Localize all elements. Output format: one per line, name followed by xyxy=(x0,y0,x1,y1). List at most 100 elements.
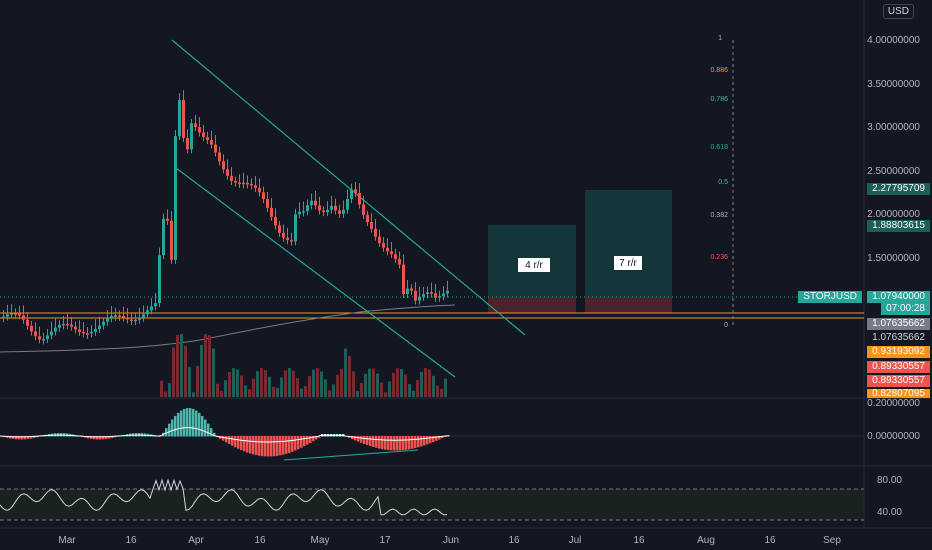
macd-divergence-line[interactable] xyxy=(283,449,419,461)
candle-body xyxy=(218,152,221,162)
volume-bar xyxy=(176,334,179,397)
price-axis-label: 2.00000000 xyxy=(867,209,920,220)
candle-body xyxy=(2,316,5,319)
candle-body xyxy=(366,214,369,222)
fib-label-0786: 0.786 xyxy=(710,96,728,103)
candle-body xyxy=(138,317,141,320)
volume-bar xyxy=(364,373,367,397)
candle-body xyxy=(238,182,241,185)
candle-body xyxy=(10,313,13,315)
volume-bar xyxy=(320,371,323,397)
currency-button[interactable]: USD xyxy=(882,4,914,19)
candle-body xyxy=(78,329,81,332)
time-axis-label: Mar xyxy=(58,535,76,546)
price-tag[interactable]: 0.93193092 xyxy=(867,346,930,358)
macd-bar xyxy=(408,436,411,450)
volume-bars xyxy=(160,334,447,397)
candle-body xyxy=(202,132,205,138)
last-price-tag[interactable]: 1.07940000 xyxy=(867,291,930,303)
price-tag[interactable]: 0.89330557 xyxy=(867,375,930,387)
macd-bar xyxy=(33,436,36,438)
candle-body xyxy=(386,247,389,252)
countdown-tag: 07:00:28 xyxy=(881,303,930,315)
candle-body xyxy=(158,255,161,304)
volume-bar xyxy=(252,378,255,397)
volume-bar xyxy=(416,379,419,397)
channel-upper[interactable] xyxy=(171,39,526,336)
rsi-axis-label: 80.00 xyxy=(876,475,902,486)
macd-bar xyxy=(417,436,420,448)
symbol-tag[interactable]: STORJUSD xyxy=(798,291,862,303)
volume-bar xyxy=(164,391,167,397)
time-axis-label: 17 xyxy=(379,535,391,546)
candle-body xyxy=(314,200,317,206)
volume-bar xyxy=(316,368,319,397)
candle-body xyxy=(438,296,441,298)
candle-body xyxy=(74,326,77,330)
price-tag[interactable]: 1.07635662 xyxy=(867,318,930,330)
price-tag[interactable]: 2.27795709 xyxy=(867,183,930,195)
macd-bar xyxy=(27,436,30,439)
candle-body xyxy=(130,319,133,321)
price-axis-label: 1.50000000 xyxy=(867,253,920,264)
price-tag[interactable]: 0.82807095 xyxy=(867,389,930,398)
price-axis-label: 4.00000000 xyxy=(867,35,920,46)
candle-body xyxy=(150,306,153,311)
volume-bar xyxy=(340,369,343,397)
fib-label-0382: 0.382 xyxy=(710,212,728,219)
candle-body xyxy=(58,324,61,328)
candle-body xyxy=(222,161,225,170)
volume-bar xyxy=(328,390,331,397)
volume-bar xyxy=(352,371,355,397)
candle-body xyxy=(114,315,117,317)
rr-box-2-target[interactable] xyxy=(585,190,672,297)
macd-bar xyxy=(246,436,249,453)
volume-bar xyxy=(244,385,247,397)
price-tag[interactable]: 1.07635662 xyxy=(867,332,930,344)
volume-bar xyxy=(292,370,295,397)
macd-bar xyxy=(261,436,264,457)
macd-axis-label: 0.20000000 xyxy=(867,398,920,409)
rr-box-2-stop[interactable] xyxy=(585,297,672,313)
macd-bar xyxy=(195,410,198,437)
macd-bar xyxy=(399,436,402,451)
macd-bar xyxy=(174,415,177,437)
candle-body xyxy=(318,205,321,211)
candle-body xyxy=(410,288,413,291)
macd-bar xyxy=(288,436,291,453)
candle-body xyxy=(282,232,285,238)
volume-bar xyxy=(260,368,263,397)
channel-lower[interactable] xyxy=(175,167,456,378)
volume-bar xyxy=(436,385,439,397)
candle-body xyxy=(178,100,181,137)
macd-bar xyxy=(441,436,444,439)
volume-bar xyxy=(220,391,223,397)
macd-bar xyxy=(21,436,24,440)
macd-bar xyxy=(384,436,387,450)
candle-body xyxy=(394,254,397,259)
candle-body xyxy=(426,292,429,295)
volume-bar xyxy=(276,387,279,397)
volume-bar xyxy=(408,384,411,397)
rr-box-1-stop[interactable] xyxy=(488,297,576,313)
volume-bar xyxy=(392,372,395,397)
candle-body xyxy=(194,123,197,128)
time-axis-label: 16 xyxy=(254,535,266,546)
candle-body xyxy=(262,192,265,200)
volume-bar xyxy=(360,382,363,397)
macd-bar xyxy=(423,436,426,446)
macd-bar xyxy=(432,436,435,443)
candle-body xyxy=(390,251,393,255)
volume-bar xyxy=(212,348,215,397)
price-tag[interactable]: 0.89330557 xyxy=(867,361,930,373)
fib-label-0: 0 xyxy=(724,322,728,329)
volume-bar xyxy=(236,369,239,397)
rsi-axis-label: 40.00 xyxy=(876,507,902,518)
price-tag[interactable]: 1.88803615 xyxy=(867,220,930,232)
volume-bar xyxy=(240,375,243,397)
volume-bar xyxy=(396,368,399,397)
candle-body xyxy=(154,303,157,307)
macd-bar xyxy=(429,436,432,444)
